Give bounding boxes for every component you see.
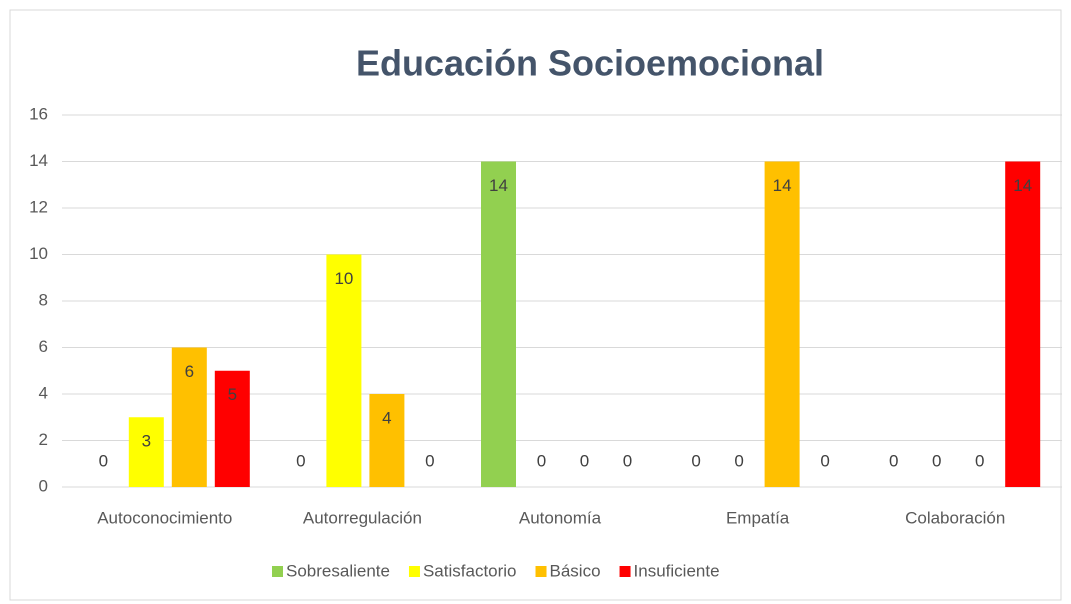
y-tick-label: 8 [39, 290, 48, 309]
chart-title: Educación Socioemocional [356, 43, 824, 84]
y-tick-label: 4 [39, 383, 48, 402]
data-label: 0 [820, 451, 829, 470]
data-label: 14 [1013, 176, 1032, 195]
legend-swatch [619, 566, 631, 577]
bar [764, 161, 800, 487]
y-tick-label: 10 [29, 244, 48, 263]
x-tick-label: Autonomía [519, 508, 602, 527]
data-label: 0 [623, 451, 632, 470]
bar [171, 347, 207, 487]
data-label: 0 [932, 451, 941, 470]
data-label: 14 [773, 176, 792, 195]
legend-swatch [535, 566, 547, 577]
data-label: 14 [489, 176, 508, 195]
bar [128, 417, 164, 487]
data-label: 0 [537, 451, 546, 470]
data-label: 0 [425, 451, 434, 470]
legend-label: Sobresaliente [286, 561, 390, 580]
x-tick-label: Autorregulación [303, 508, 422, 527]
y-tick-label: 2 [39, 430, 48, 449]
y-tick-label: 16 [29, 104, 48, 123]
x-tick-label: Autoconocimiento [97, 508, 232, 527]
data-label: 5 [228, 385, 237, 404]
bar [326, 254, 362, 487]
data-label: 0 [734, 451, 743, 470]
legend-swatch [272, 566, 283, 577]
bar [481, 161, 516, 487]
data-label: 0 [975, 451, 984, 470]
y-tick-label: 6 [39, 337, 48, 356]
x-tick-label: Empatía [726, 508, 790, 527]
bar [1005, 161, 1041, 487]
legend-label: Satisfactorio [423, 561, 517, 580]
data-label: 3 [142, 432, 151, 451]
y-tick-label: 14 [29, 151, 48, 170]
legend-label: Básico [550, 561, 601, 580]
bar [369, 394, 405, 487]
data-label: 10 [334, 269, 353, 288]
data-label: 6 [185, 362, 194, 381]
x-tick-label: Colaboración [905, 508, 1005, 527]
data-label: 0 [99, 451, 108, 470]
chart-border [9, 9, 1062, 601]
y-tick-label: 0 [39, 476, 48, 495]
data-label: 4 [382, 408, 391, 427]
data-label: 0 [889, 451, 898, 470]
y-tick-label: 12 [29, 197, 48, 216]
data-label: 0 [691, 451, 700, 470]
data-label: 0 [580, 451, 589, 470]
legend-swatch [408, 566, 420, 577]
data-label: 0 [296, 451, 305, 470]
bar [214, 370, 250, 487]
legend-label: Insuficiente [634, 561, 720, 580]
